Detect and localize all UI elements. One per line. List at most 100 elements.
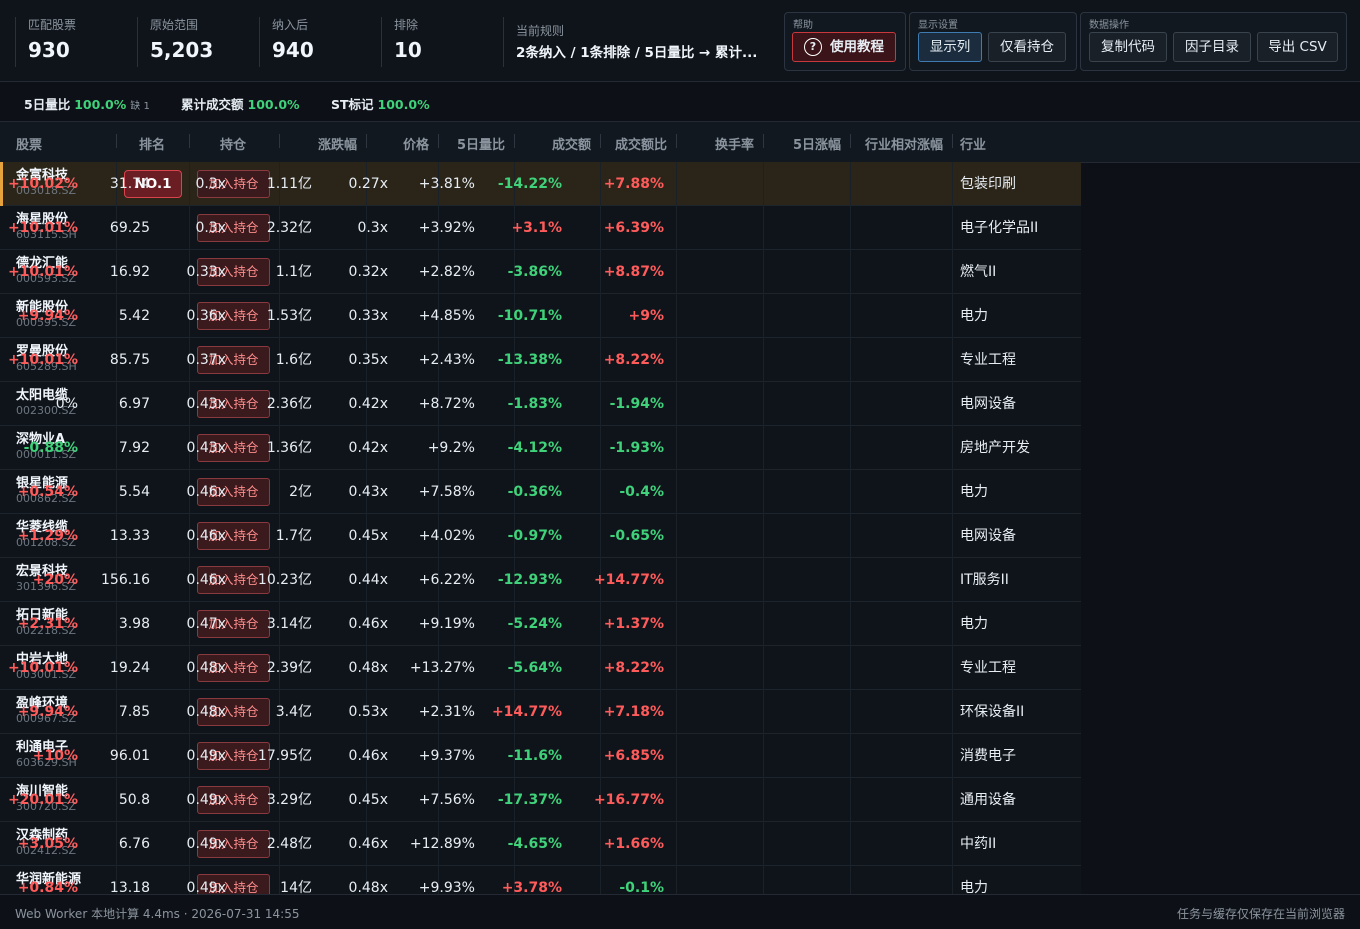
stock-name[interactable]: 海星股份 — [16, 212, 69, 227]
stock-name[interactable]: 盈峰环境 — [16, 696, 69, 711]
copy-code-button[interactable]: 复制代码 — [1089, 32, 1167, 62]
column-header-turnover[interactable]: 换手率 — [714, 138, 754, 153]
column-header-amount-ratio[interactable]: 成交额比 — [614, 138, 667, 153]
price: 85.75 — [109, 352, 150, 368]
add-holding-button[interactable]: 加入持仓 — [197, 566, 270, 594]
table-row[interactable]: 华润新能源 加入持仓 +0.84% 13.18 0.49x 14亿 0.48x +9.93% +… — [0, 866, 1081, 894]
row-divider — [676, 778, 677, 822]
price: 31.74 — [109, 176, 150, 192]
table-row[interactable]: 利通电子 603629.SH 加入持仓 +10% 96.01 0.49x 17.95亿 0.4… — [0, 734, 1081, 778]
column-header-rank[interactable]: 排名 — [139, 138, 166, 153]
change-pct: +10.01% — [7, 264, 78, 280]
column-header-holding[interactable]: 持仓 — [220, 138, 247, 153]
stock-name[interactable]: 新能股份 — [16, 300, 69, 315]
table-row[interactable]: 盈峰环境 000967.SZ 加入持仓 +9.94% 7.85 0.48x 3.4亿 0.53… — [0, 690, 1081, 734]
column-header-change[interactable]: 涨跌幅 — [317, 138, 357, 153]
row-divider — [116, 338, 117, 382]
column-header-amount[interactable]: 成交额 — [551, 138, 591, 153]
column-header-vol-ratio-5d[interactable]: 5日量比 — [456, 138, 505, 153]
stock-code: 000967.SZ — [16, 712, 77, 725]
stock-name[interactable]: 太阳电缆 — [16, 388, 69, 403]
column-header-stock[interactable]: 股票 — [16, 138, 43, 153]
only-holdings-button[interactable]: 仅看持仓 — [988, 32, 1066, 62]
stock-name[interactable]: 罗曼股份 — [16, 344, 69, 359]
add-holding-button[interactable]: 加入持仓 — [197, 654, 270, 682]
amount-ratio: 0.48x — [348, 880, 388, 894]
table-row[interactable]: 金富科技 003018.SZ NO.1 加入持仓 +10.02% 31.74 0.3x 1.1… — [0, 162, 1081, 206]
add-holding-button[interactable]: 加入持仓 — [197, 610, 270, 638]
row-divider — [514, 690, 515, 734]
stock-name[interactable]: 金富科技 — [16, 168, 69, 183]
add-holding-button[interactable]: 加入持仓 — [197, 346, 270, 374]
table-row[interactable]: 中岩大地 003001.SZ 加入持仓 +10.01% 19.24 0.48x 2.39亿 0… — [0, 646, 1081, 690]
row-divider — [850, 866, 851, 894]
stat-label: 排除 — [394, 18, 419, 32]
add-holding-button[interactable]: 加入持仓 — [197, 434, 270, 462]
table-row[interactable]: 拓日新能 002218.SZ 加入持仓 +2.31% 3.98 0.47x 3.14亿 0.4… — [0, 602, 1081, 646]
amount: 1.53亿 — [266, 308, 312, 324]
add-holding-button[interactable]: 加入持仓 — [197, 786, 270, 814]
turnover: +12.89% — [409, 836, 475, 852]
row-divider — [952, 602, 953, 646]
amount-ratio: 0.3x — [357, 220, 388, 236]
stock-name[interactable]: 中岩大地 — [16, 652, 69, 667]
column-header-industry[interactable]: 行业 — [960, 138, 987, 153]
table-row[interactable]: 海星股份 603115.SH 加入持仓 +10.01% 69.25 0.3x 2.32亿 0.… — [0, 206, 1081, 250]
row-divider — [850, 734, 851, 778]
stock-name[interactable]: 华润新能源 — [16, 872, 82, 887]
column-header-industry-relative[interactable]: 行业相对涨幅 — [864, 138, 943, 153]
table-row[interactable]: 罗曼股份 605289.SH 加入持仓 +10.01% 85.75 0.37x 1.6亿 0.… — [0, 338, 1081, 382]
stock-name[interactable]: 宏景科技 — [16, 564, 69, 579]
table-row[interactable]: 海川智能 300720.SZ 加入持仓 +20.01% 50.8 0.49x 3.29亿 0.… — [0, 778, 1081, 822]
coverage-pct: 100.0% — [247, 97, 300, 112]
show-columns-button[interactable]: 显示列 — [918, 32, 982, 62]
add-holding-button[interactable]: 加入持仓 — [197, 214, 270, 242]
row-divider — [514, 778, 515, 822]
add-holding-button[interactable]: 加入持仓 — [197, 170, 270, 198]
vol-ratio-5d: 0.37x — [186, 352, 226, 368]
column-header-price[interactable]: 价格 — [402, 138, 429, 153]
export-csv-button[interactable]: 导出 CSV — [1257, 32, 1338, 62]
column-header-change-5d[interactable]: 5日涨幅 — [792, 138, 841, 153]
row-divider — [279, 734, 280, 778]
stock-name[interactable]: 深物业A — [16, 432, 66, 447]
add-holding-button[interactable]: 加入持仓 — [197, 478, 270, 506]
stock-code: 300720.SZ — [16, 800, 77, 813]
table-row[interactable]: 汉森制药 002412.SZ 加入持仓 +3.05% 6.76 0.49x 2.48亿 0.4… — [0, 822, 1081, 866]
change-pct: +10.01% — [7, 352, 78, 368]
table-row[interactable]: 深物业A 000011.SZ 加入持仓 -0.88% 7.92 0.43x 1.36亿 0.4… — [0, 426, 1081, 470]
add-holding-button[interactable]: 加入持仓 — [197, 874, 270, 894]
add-holding-button[interactable]: 加入持仓 — [197, 698, 270, 726]
table-row[interactable]: 宏景科技 301396.SZ 加入持仓 +20% 156.16 0.46x 10.23亿 0.… — [0, 558, 1081, 602]
table-row[interactable]: 华菱线缆 001208.SZ 加入持仓 +1.29% 13.33 0.46x 1.7亿 0.4… — [0, 514, 1081, 558]
add-holding-button[interactable]: 加入持仓 — [197, 390, 270, 418]
table-row[interactable]: 太阳电缆 002300.SZ 加入持仓 0% 6.97 0.43x 2.36亿 0.42x +8… — [0, 382, 1081, 426]
table-row[interactable]: 银星能源 000862.SZ 加入持仓 +0.54% 5.54 0.46x 2亿 0.43x +… — [0, 470, 1081, 514]
change-5d: -4.12% — [507, 440, 562, 456]
add-holding-button[interactable]: 加入持仓 — [197, 302, 270, 330]
stock-name[interactable]: 海川智能 — [16, 784, 69, 799]
add-holding-button[interactable]: 加入持仓 — [197, 830, 270, 858]
coverage-item: ST标记 100.0% — [331, 94, 430, 113]
factor-catalog-button[interactable]: 因子目录 — [1173, 32, 1251, 62]
add-holding-button[interactable]: 加入持仓 — [197, 522, 270, 550]
row-divider — [763, 822, 764, 866]
tutorial-button[interactable]: ? 使用教程 — [792, 32, 896, 62]
stock-name[interactable]: 银星能源 — [16, 476, 69, 491]
change-pct: +9.94% — [17, 308, 78, 324]
stock-name[interactable]: 德龙汇能 — [16, 256, 69, 271]
row-divider — [116, 778, 117, 822]
stock-name[interactable]: 拓日新能 — [16, 608, 69, 623]
table-row[interactable]: 德龙汇能 000593.SZ 加入持仓 +10.01% 16.92 0.33x 1.1亿 0.… — [0, 250, 1081, 294]
change-pct: +0.54% — [17, 484, 78, 500]
change-pct: +9.94% — [17, 704, 78, 720]
turnover: +3.92% — [418, 220, 475, 236]
row-divider — [189, 206, 190, 250]
stock-name[interactable]: 汉森制药 — [16, 828, 69, 843]
stock-name[interactable]: 利通电子 — [16, 740, 69, 755]
add-holding-button[interactable]: 加入持仓 — [197, 258, 270, 286]
stock-name[interactable]: 华菱线缆 — [16, 520, 69, 535]
table-row[interactable]: 新能股份 000595.SZ 加入持仓 +9.94% 5.42 0.36x 1.53亿 0.3… — [0, 294, 1081, 338]
add-holding-button[interactable]: 加入持仓 — [197, 742, 270, 770]
row-divider — [763, 602, 764, 646]
